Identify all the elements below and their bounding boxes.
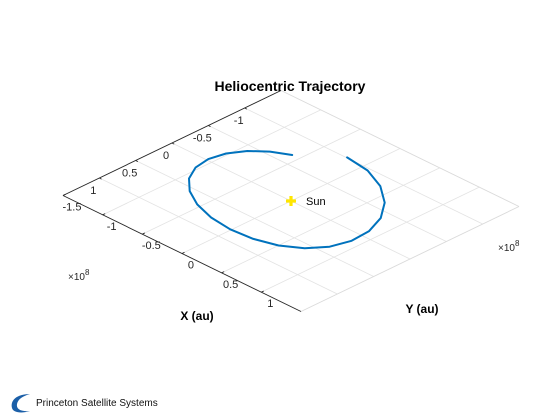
swoosh-logo-icon (11, 394, 30, 413)
y-grid-line (142, 128, 361, 235)
x-axis-label: X (au) (180, 309, 213, 323)
y-exponent-base: ×10 (498, 243, 515, 254)
y-tick-label: 0.5 (223, 279, 238, 291)
sun-marker-icon (286, 196, 296, 206)
x-exponent-power: 8 (85, 268, 90, 277)
y-tick-label: -1.5 (63, 201, 82, 213)
y-tick-label: -1 (107, 221, 117, 233)
y-grid-line (221, 167, 440, 274)
logo-text: Princeton Satellite Systems (36, 397, 158, 409)
back-edge-left (280, 90, 520, 207)
y-tick-mark (261, 290, 265, 293)
y-exponent-label: ×108 (498, 239, 520, 254)
grid-lines (62, 90, 483, 295)
trajectory-series (188, 150, 386, 250)
y-grid-line (102, 109, 321, 216)
x-tick-mark (208, 125, 211, 127)
x-exponent-label: ×108 (68, 268, 90, 283)
back-edge-right (300, 206, 520, 312)
x-exponent-base: ×10 (68, 272, 85, 283)
x-tick-label: -1 (234, 115, 244, 127)
y-tick-label: 1 (267, 298, 273, 310)
annotations: Sun (286, 196, 326, 208)
trajectory-line (188, 150, 386, 250)
y-tick-mark (221, 271, 225, 274)
x-tick-mark (99, 177, 102, 180)
y-exponent-power: 8 (515, 239, 520, 248)
y-tick-mark (181, 251, 185, 254)
y-tick-mark (102, 213, 106, 216)
y-tick-mark (142, 232, 146, 235)
x-tick-label: 1 (90, 185, 96, 197)
y-grid-line (261, 186, 480, 293)
x-tick-mark (171, 142, 175, 145)
x-tick-label: 0.5 (122, 167, 137, 179)
y-tick-mark (62, 193, 66, 196)
y-tick-labels: -1.5 -1 -0.5 0 0.5 1 (62, 193, 273, 310)
y-axis-label: Y (au) (405, 302, 438, 316)
x-tick-labels: -1 -0.5 0 0.5 1 (90, 107, 248, 197)
y-tick-label: 0 (188, 260, 194, 272)
x-tick-mark (244, 107, 248, 110)
y-tick-label: -0.5 (142, 240, 161, 252)
x-tick-label: -0.5 (193, 132, 212, 144)
x-tick-mark (135, 160, 139, 162)
company-logo: Princeton Satellite Systems (8, 390, 158, 416)
chart-title: Heliocentric Trajectory (215, 78, 366, 94)
x-tick-label: 0 (163, 150, 169, 162)
sun-label: Sun (306, 196, 326, 208)
